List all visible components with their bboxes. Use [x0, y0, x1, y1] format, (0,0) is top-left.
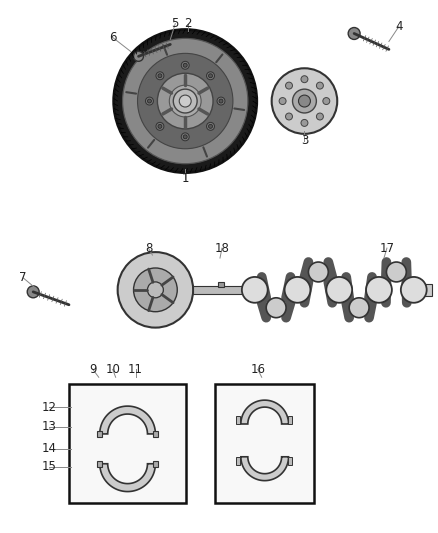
- Circle shape: [27, 286, 39, 298]
- Text: 17: 17: [379, 241, 395, 255]
- Circle shape: [156, 72, 164, 80]
- Text: 6: 6: [109, 31, 117, 44]
- Circle shape: [285, 277, 311, 303]
- Bar: [236, 416, 240, 424]
- Circle shape: [157, 73, 213, 129]
- Circle shape: [323, 98, 330, 104]
- Text: 11: 11: [128, 363, 143, 376]
- Circle shape: [386, 262, 406, 282]
- Circle shape: [134, 51, 144, 61]
- Circle shape: [366, 277, 392, 303]
- Text: 2: 2: [184, 17, 192, 30]
- Polygon shape: [241, 400, 289, 424]
- Bar: [414, 284, 431, 296]
- Circle shape: [301, 76, 308, 83]
- Circle shape: [181, 61, 189, 69]
- Circle shape: [148, 99, 152, 103]
- Circle shape: [286, 113, 293, 120]
- Circle shape: [158, 124, 162, 128]
- Circle shape: [316, 113, 323, 120]
- Text: 8: 8: [145, 241, 152, 255]
- Text: 14: 14: [42, 442, 57, 455]
- Text: 18: 18: [215, 241, 230, 255]
- Circle shape: [272, 68, 337, 134]
- Bar: [215, 384, 314, 504]
- Text: 4: 4: [395, 20, 403, 33]
- Circle shape: [148, 282, 163, 298]
- Circle shape: [123, 38, 248, 164]
- Circle shape: [349, 298, 369, 318]
- Text: 12: 12: [42, 401, 57, 414]
- Circle shape: [266, 298, 286, 318]
- Circle shape: [326, 277, 352, 303]
- Circle shape: [308, 262, 328, 282]
- Circle shape: [145, 97, 153, 105]
- Circle shape: [293, 89, 316, 113]
- Circle shape: [134, 268, 177, 312]
- Bar: [69, 384, 186, 504]
- Bar: [193, 286, 248, 294]
- Polygon shape: [241, 457, 289, 481]
- Circle shape: [123, 38, 248, 164]
- Circle shape: [170, 85, 201, 117]
- Circle shape: [207, 123, 215, 131]
- Bar: [97, 431, 102, 437]
- Text: 16: 16: [250, 363, 265, 376]
- Circle shape: [118, 252, 193, 328]
- Text: 13: 13: [42, 421, 57, 433]
- Circle shape: [183, 63, 187, 67]
- Circle shape: [242, 277, 268, 303]
- Circle shape: [219, 99, 223, 103]
- Circle shape: [298, 95, 311, 107]
- Bar: [236, 457, 240, 465]
- Circle shape: [208, 124, 212, 128]
- Text: 9: 9: [89, 363, 96, 376]
- Circle shape: [183, 135, 187, 139]
- Circle shape: [179, 95, 191, 107]
- Bar: [153, 461, 159, 467]
- Bar: [153, 431, 159, 437]
- Bar: [288, 457, 292, 465]
- Text: 15: 15: [42, 460, 57, 473]
- Circle shape: [158, 74, 162, 78]
- Text: 3: 3: [301, 134, 308, 147]
- Circle shape: [348, 28, 360, 39]
- Bar: [97, 461, 102, 467]
- Polygon shape: [100, 464, 155, 491]
- Text: 7: 7: [20, 271, 27, 285]
- Circle shape: [181, 133, 189, 141]
- Circle shape: [401, 277, 427, 303]
- Circle shape: [316, 82, 323, 89]
- Circle shape: [114, 29, 257, 173]
- Circle shape: [208, 74, 212, 78]
- Bar: [288, 416, 292, 424]
- Text: 1: 1: [181, 172, 189, 185]
- Circle shape: [286, 82, 293, 89]
- Circle shape: [279, 98, 286, 104]
- Bar: [218, 282, 224, 287]
- Circle shape: [217, 97, 225, 105]
- Circle shape: [173, 89, 197, 113]
- Circle shape: [301, 119, 308, 126]
- Polygon shape: [100, 406, 155, 434]
- Circle shape: [207, 72, 215, 80]
- Circle shape: [156, 123, 164, 131]
- Text: 5: 5: [172, 17, 179, 30]
- Text: 10: 10: [105, 363, 120, 376]
- Circle shape: [138, 53, 233, 149]
